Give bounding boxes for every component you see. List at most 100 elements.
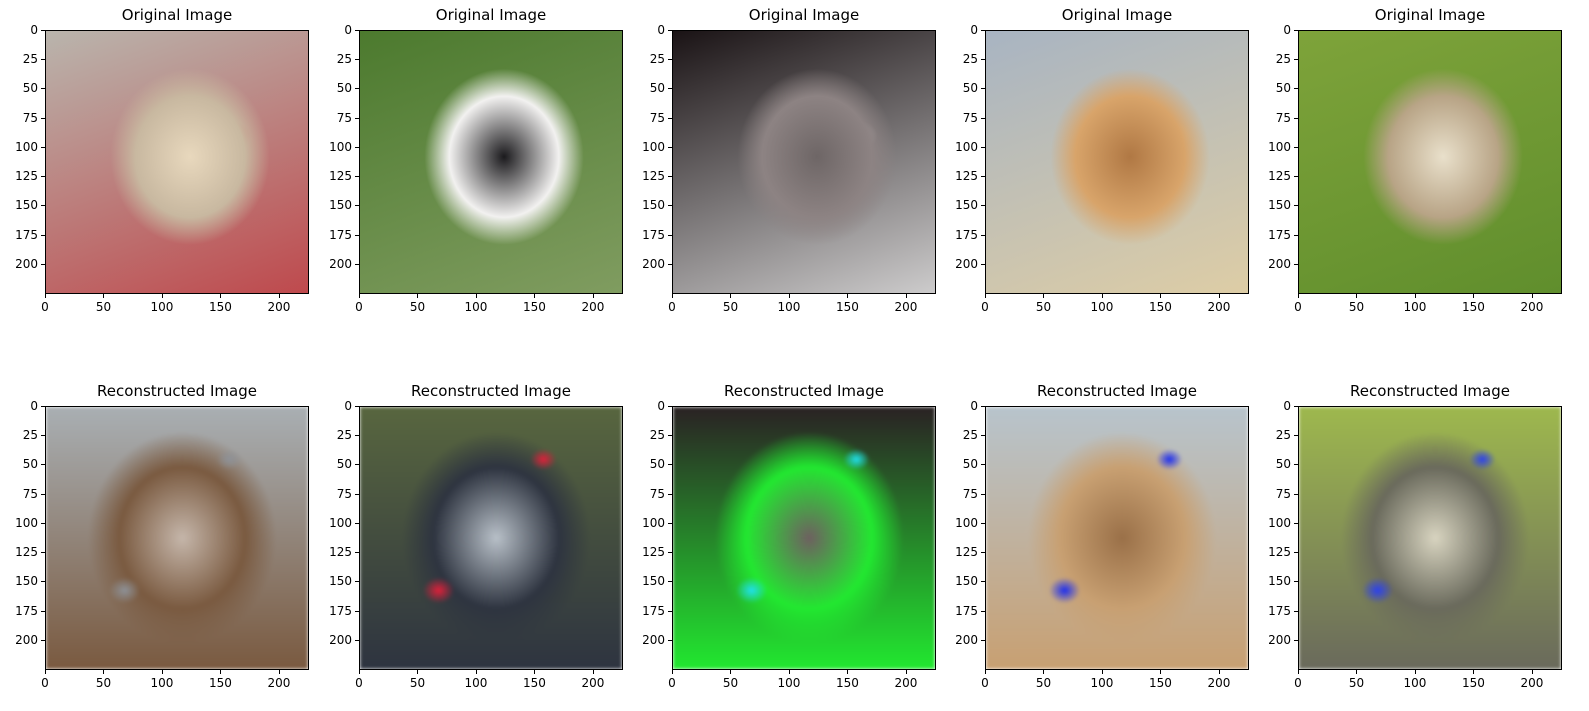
x-tick-mark bbox=[672, 294, 673, 298]
y-tick-mark bbox=[355, 581, 359, 583]
y-tick-label: 200 bbox=[955, 256, 978, 271]
y-tick-label: 50 bbox=[1275, 81, 1291, 96]
y-tick-label: 150 bbox=[955, 198, 978, 213]
y-tick-label: 175 bbox=[329, 227, 352, 242]
x-tick-label: 0 bbox=[41, 300, 49, 314]
x-tick-label: 150 bbox=[522, 300, 546, 314]
y-tick-mark bbox=[1294, 30, 1298, 31]
y-tick-mark bbox=[981, 117, 985, 119]
y-tick-label: 200 bbox=[642, 632, 665, 647]
image-frame bbox=[672, 406, 936, 670]
y-tick-mark bbox=[668, 464, 672, 466]
y-tick-mark bbox=[668, 205, 672, 207]
x-tick-mark bbox=[161, 294, 163, 298]
panel-title: Original Image bbox=[1374, 6, 1486, 24]
y-tick-label: 125 bbox=[955, 169, 978, 184]
x-tick-mark bbox=[278, 670, 280, 674]
y-tick-mark bbox=[981, 522, 985, 524]
x-tick-label: 0 bbox=[41, 676, 49, 690]
y-tick-mark bbox=[981, 639, 985, 641]
x-tick-label: 50 bbox=[409, 676, 426, 690]
x-tick-label: 50 bbox=[1035, 676, 1052, 690]
y-tick-label: 75 bbox=[22, 110, 38, 125]
x-tick-mark bbox=[1218, 670, 1220, 674]
panel-title: Reconstructed Image bbox=[1037, 382, 1197, 400]
y-tick-mark bbox=[668, 581, 672, 583]
x-tick-mark bbox=[1101, 670, 1103, 674]
y-tick-mark bbox=[668, 610, 672, 612]
x-tick-mark bbox=[103, 670, 105, 674]
y-tick-mark bbox=[981, 30, 985, 31]
x-tick-label: 200 bbox=[581, 676, 605, 690]
y-tick-mark bbox=[41, 88, 45, 90]
black-white-border-collie-grass-image bbox=[360, 31, 622, 293]
y-tick-label: 100 bbox=[329, 515, 352, 530]
x-tick-label: 100 bbox=[464, 676, 488, 690]
y-tick-mark bbox=[981, 406, 985, 407]
y-tick-mark bbox=[981, 581, 985, 583]
panel-title: Original Image bbox=[435, 6, 547, 24]
y-tick-mark bbox=[1294, 88, 1298, 90]
x-tick-mark bbox=[1473, 294, 1475, 298]
y-tick-label: 150 bbox=[15, 198, 38, 213]
y-tick-label: 100 bbox=[15, 139, 38, 154]
white-terrier-grass-image bbox=[1299, 31, 1561, 293]
x-tick-mark bbox=[1414, 670, 1416, 674]
x-tick-mark bbox=[417, 670, 419, 674]
y-tick-label: 25 bbox=[962, 428, 978, 443]
x-tick-label: 150 bbox=[1461, 300, 1485, 314]
y-tick-mark bbox=[355, 59, 359, 61]
y-tick-label: 0 bbox=[657, 23, 665, 37]
y-tick-label: 125 bbox=[15, 169, 38, 184]
y-tick-mark bbox=[668, 176, 672, 178]
y-tick-label: 150 bbox=[329, 198, 352, 213]
x-tick-mark bbox=[1356, 294, 1358, 298]
y-tick-label: 175 bbox=[329, 603, 352, 618]
y-tick-label: 25 bbox=[1275, 52, 1291, 67]
panel-title: Original Image bbox=[121, 6, 233, 24]
y-tick-mark bbox=[668, 30, 672, 31]
y-tick-mark bbox=[981, 263, 985, 265]
y-tick-label: 100 bbox=[329, 139, 352, 154]
x-tick-mark bbox=[220, 294, 222, 298]
y-tick-label: 175 bbox=[1268, 603, 1291, 618]
y-tick-mark bbox=[1294, 464, 1298, 466]
y-tick-mark bbox=[355, 522, 359, 524]
x-tick-label: 100 bbox=[1403, 300, 1427, 314]
y-tick-mark bbox=[981, 552, 985, 554]
x-tick-label: 50 bbox=[1348, 676, 1365, 690]
y-tick-label: 125 bbox=[15, 545, 38, 560]
y-tick-label: 200 bbox=[1268, 256, 1291, 271]
y-tick-mark bbox=[1294, 435, 1298, 437]
y-tick-mark bbox=[355, 205, 359, 207]
y-tick-mark bbox=[1294, 552, 1298, 554]
x-tick-mark bbox=[592, 670, 594, 674]
x-tick-mark bbox=[359, 670, 360, 674]
y-tick-mark bbox=[668, 263, 672, 265]
grey-poodle-dark-room-image bbox=[673, 31, 935, 293]
x-tick-mark bbox=[730, 294, 732, 298]
y-tick-label: 125 bbox=[642, 169, 665, 184]
blurred-collie-reconstruction-image bbox=[360, 407, 622, 669]
y-tick-mark bbox=[355, 464, 359, 466]
y-tick-mark bbox=[1294, 117, 1298, 119]
y-tick-label: 75 bbox=[649, 110, 665, 125]
y-tick-label: 50 bbox=[649, 81, 665, 96]
y-tick-label: 175 bbox=[642, 227, 665, 242]
y-tick-label: 50 bbox=[962, 457, 978, 472]
y-tick-mark bbox=[355, 176, 359, 178]
y-tick-label: 25 bbox=[336, 428, 352, 443]
y-tick-label: 0 bbox=[970, 23, 978, 37]
image-frame bbox=[45, 406, 309, 670]
x-tick-label: 150 bbox=[522, 676, 546, 690]
y-tick-mark bbox=[981, 464, 985, 466]
x-tick-label: 200 bbox=[267, 300, 291, 314]
y-tick-label: 0 bbox=[30, 23, 38, 37]
x-tick-mark bbox=[417, 294, 419, 298]
y-tick-label: 50 bbox=[962, 81, 978, 96]
image-frame bbox=[359, 30, 623, 294]
blurred-golden-dog-reconstruction-image bbox=[986, 407, 1248, 669]
y-tick-mark bbox=[355, 117, 359, 119]
x-tick-mark bbox=[475, 670, 477, 674]
y-tick-mark bbox=[981, 205, 985, 207]
